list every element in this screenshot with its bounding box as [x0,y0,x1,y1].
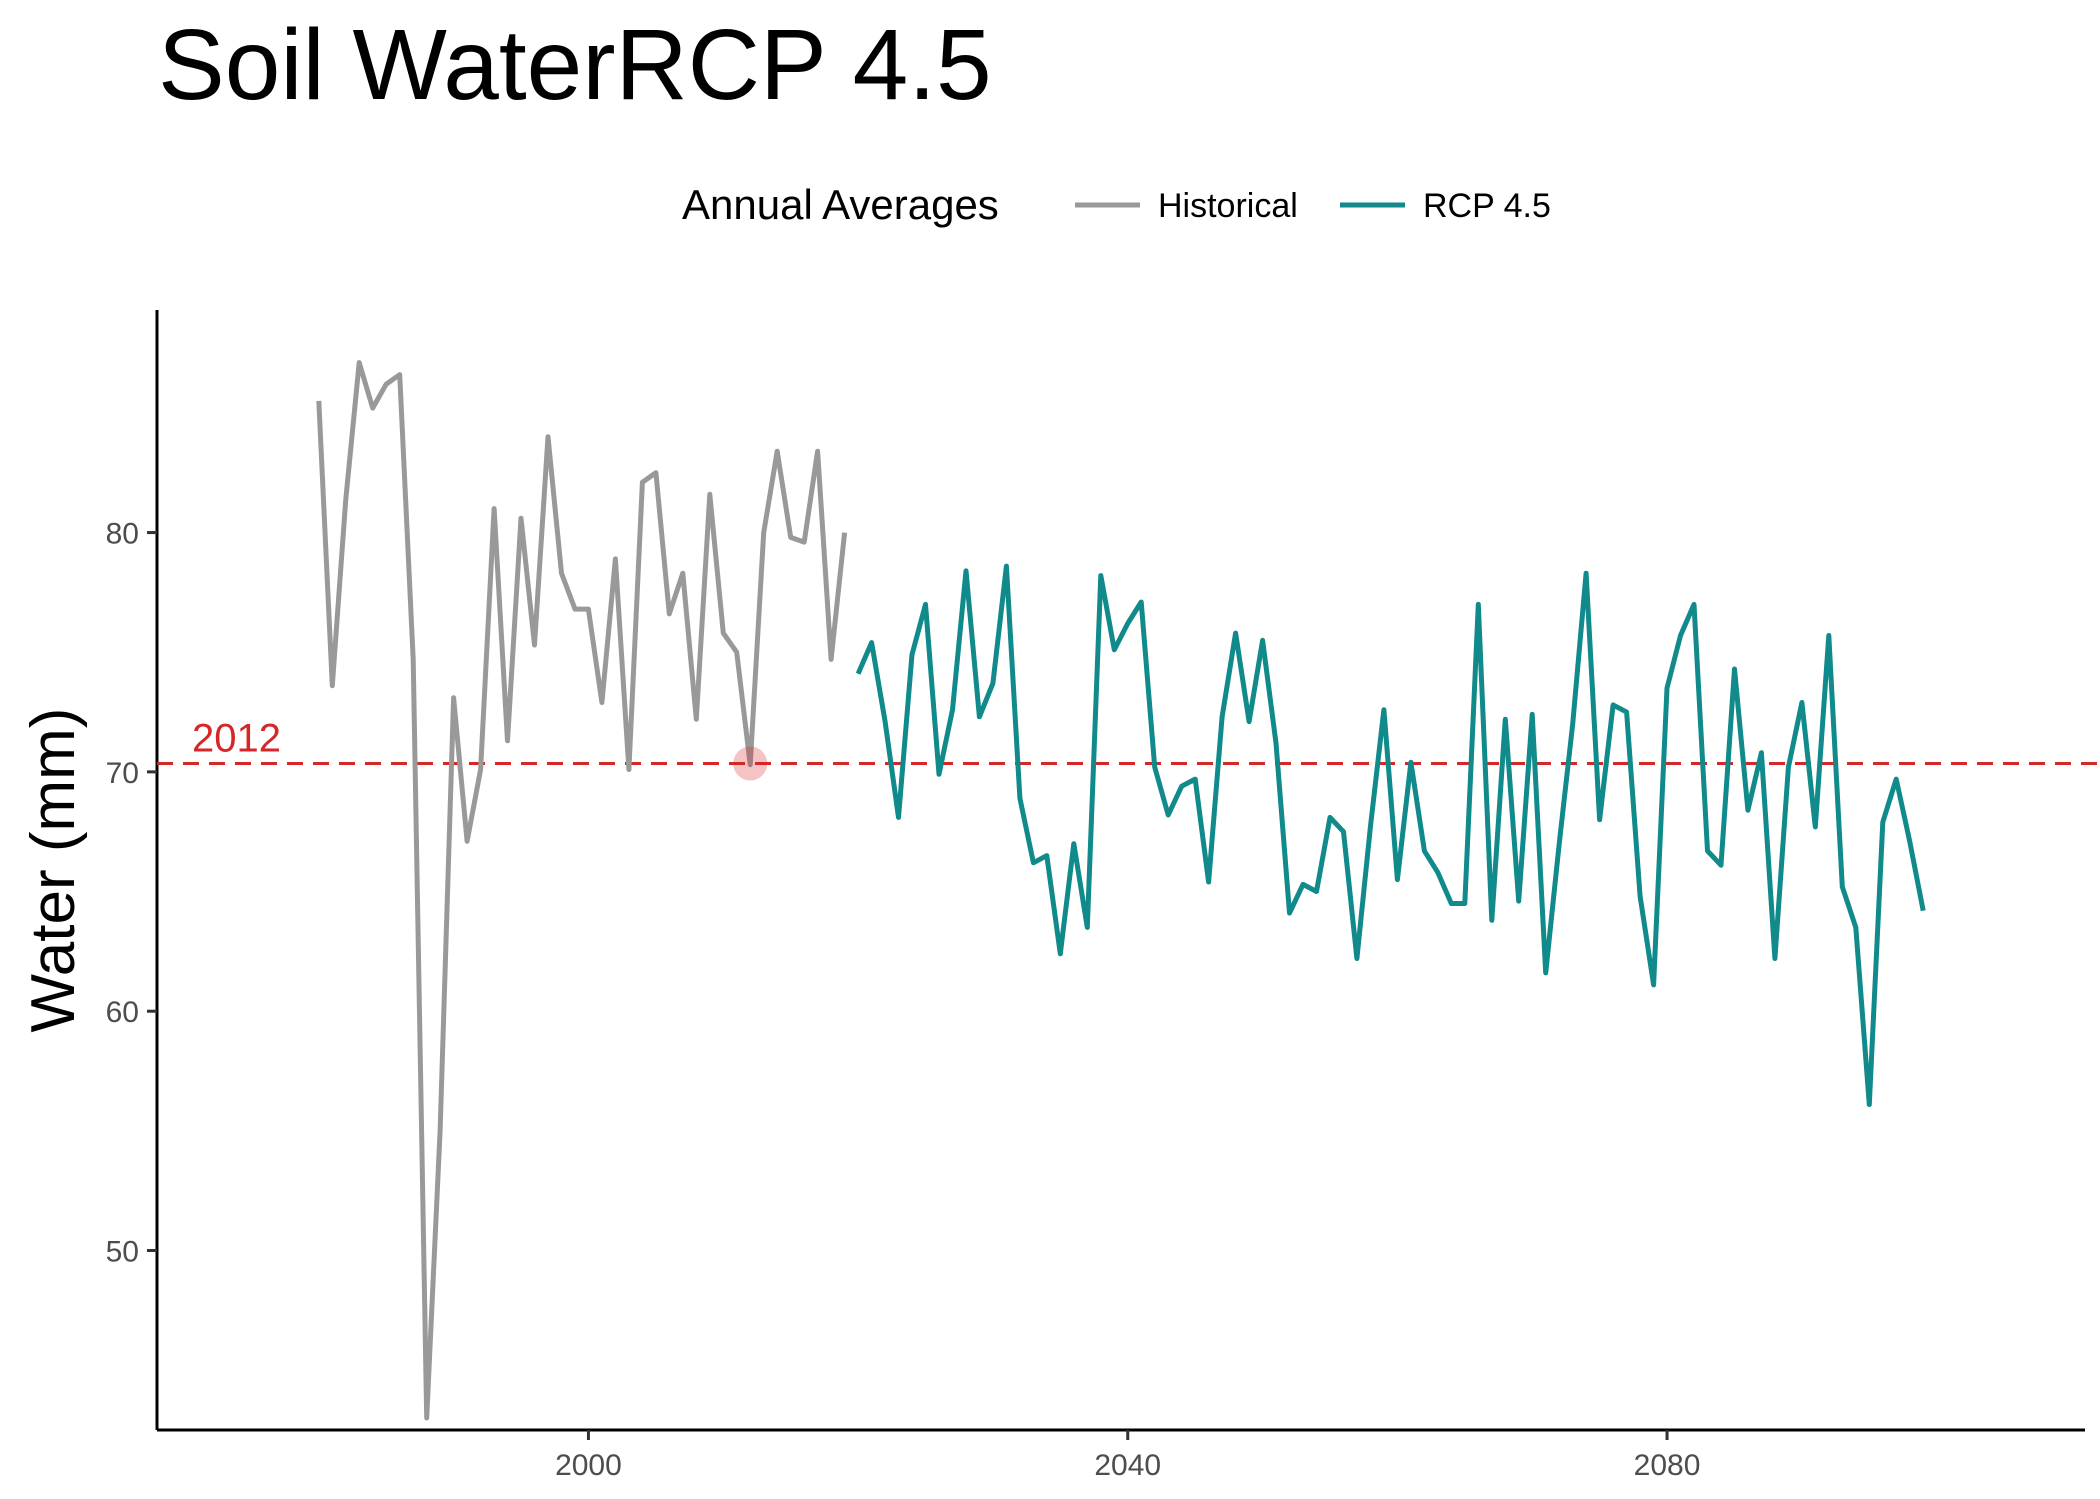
y-tick-label-50: 50 [106,1236,139,1269]
reference-line-label: 2012 [192,717,281,761]
highlight-point-2012 [733,746,768,781]
series-group [316,360,1926,1421]
series-line-historical [316,360,848,1421]
series-line-rcp-4-5 [855,563,1926,1107]
x-tick-label-2000: 2000 [555,1449,622,1482]
y-tick-label-70: 70 [106,757,139,790]
legend-label-rcp45: RCP 4.5 [1423,187,1551,225]
x-ticks: 2000 2040 2080 [555,1430,1700,1482]
x-tick-label-2080: 2080 [1634,1449,1701,1482]
legend: Annual Averages Historical RCP 4.5 [682,181,1551,228]
legend-label-historical: Historical [1158,187,1298,225]
y-tick-label-80: 80 [106,518,139,551]
legend-title: Annual Averages [682,181,999,228]
y-tick-label-60: 60 [106,996,139,1029]
y-ticks: 50 60 70 80 [106,518,157,1269]
x-tick-label-2040: 2040 [1094,1449,1161,1482]
y-axis-title: Water (mm) [19,708,88,1033]
chart-title: Soil WaterRCP 4.5 [158,9,992,121]
